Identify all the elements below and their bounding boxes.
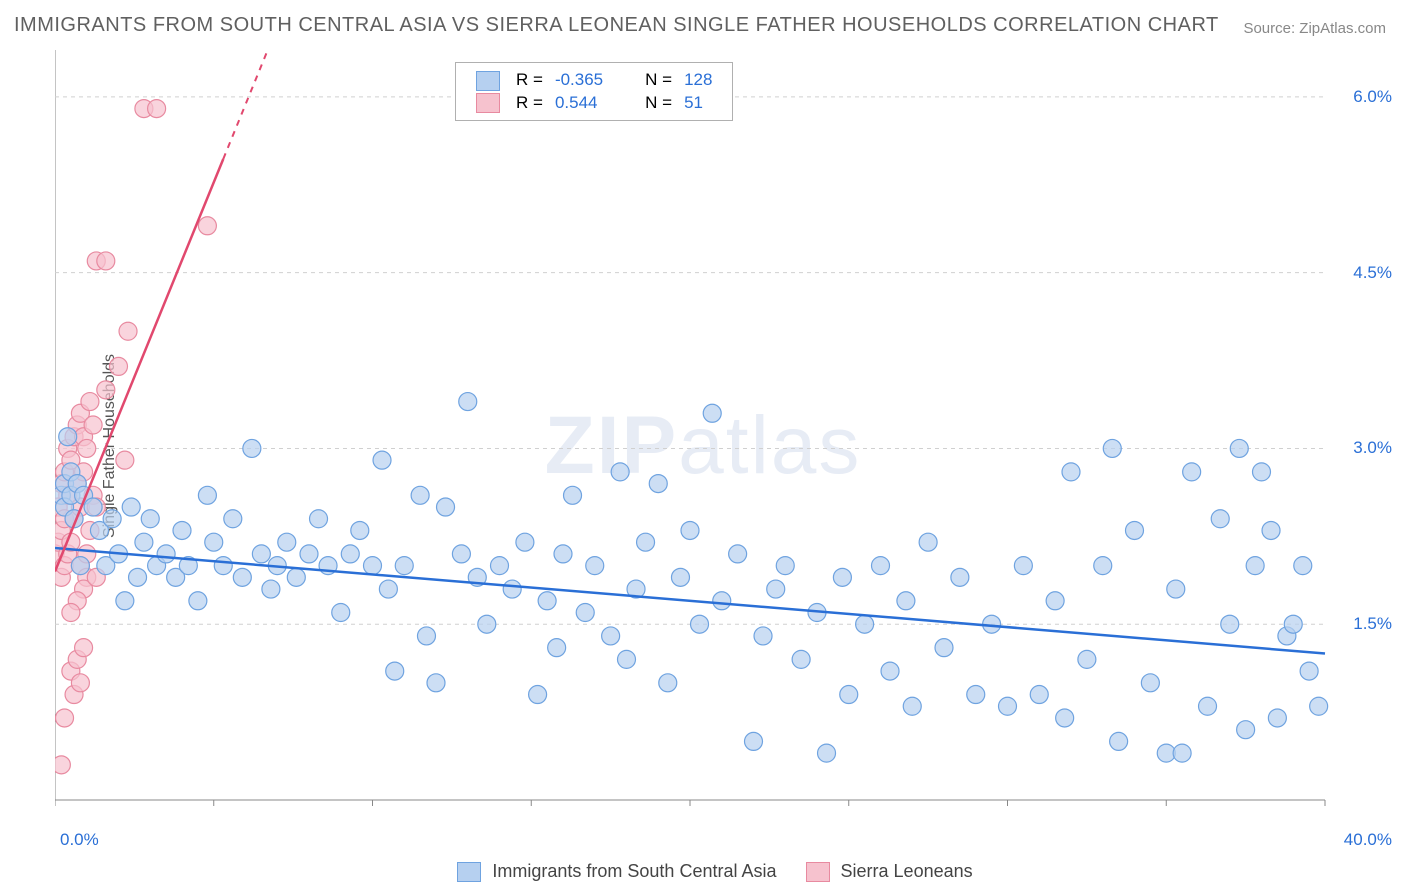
bottom-swatch-b (806, 862, 830, 882)
series-legend: Immigrants from South Central Asia Sierr… (0, 861, 1406, 882)
correlation-legend: R = -0.365 N = 128 R = 0.544 N = 51 (455, 62, 733, 121)
legend-swatch-a (476, 71, 500, 91)
y-tick-label: 6.0% (1353, 87, 1392, 107)
chart-container: IMMIGRANTS FROM SOUTH CENTRAL ASIA VS SI… (0, 0, 1406, 892)
x-axis-min-label: 0.0% (60, 830, 99, 850)
chart-title: IMMIGRANTS FROM SOUTH CENTRAL ASIA VS SI… (14, 14, 1219, 37)
legend-r-val-b: 0.544 (549, 92, 609, 115)
legend-row-b: R = 0.544 N = 51 (470, 92, 718, 115)
legend-n-label-a: N = (639, 69, 678, 92)
x-axis-max-label: 40.0% (1344, 830, 1392, 850)
legend-n-label-b: N = (639, 92, 678, 115)
legend-r-label-b: R = (510, 92, 549, 115)
legend-row-a: R = -0.365 N = 128 (470, 69, 718, 92)
legend-n-val-b: 51 (678, 92, 718, 115)
y-tick-label: 3.0% (1353, 438, 1392, 458)
y-tick-label: 4.5% (1353, 263, 1392, 283)
y-tick-label: 1.5% (1353, 614, 1392, 634)
bottom-label-a: Immigrants from South Central Asia (492, 861, 776, 881)
legend-table: R = -0.365 N = 128 R = 0.544 N = 51 (470, 69, 718, 114)
legend-swatch-b (476, 93, 500, 113)
scatter-plot (55, 50, 1375, 830)
legend-r-label-a: R = (510, 69, 549, 92)
legend-r-val-a: -0.365 (549, 69, 609, 92)
source-label: Source: ZipAtlas.com (1243, 20, 1386, 37)
legend-n-val-a: 128 (678, 69, 718, 92)
bottom-label-b: Sierra Leoneans (841, 861, 973, 881)
bottom-swatch-a (457, 862, 481, 882)
